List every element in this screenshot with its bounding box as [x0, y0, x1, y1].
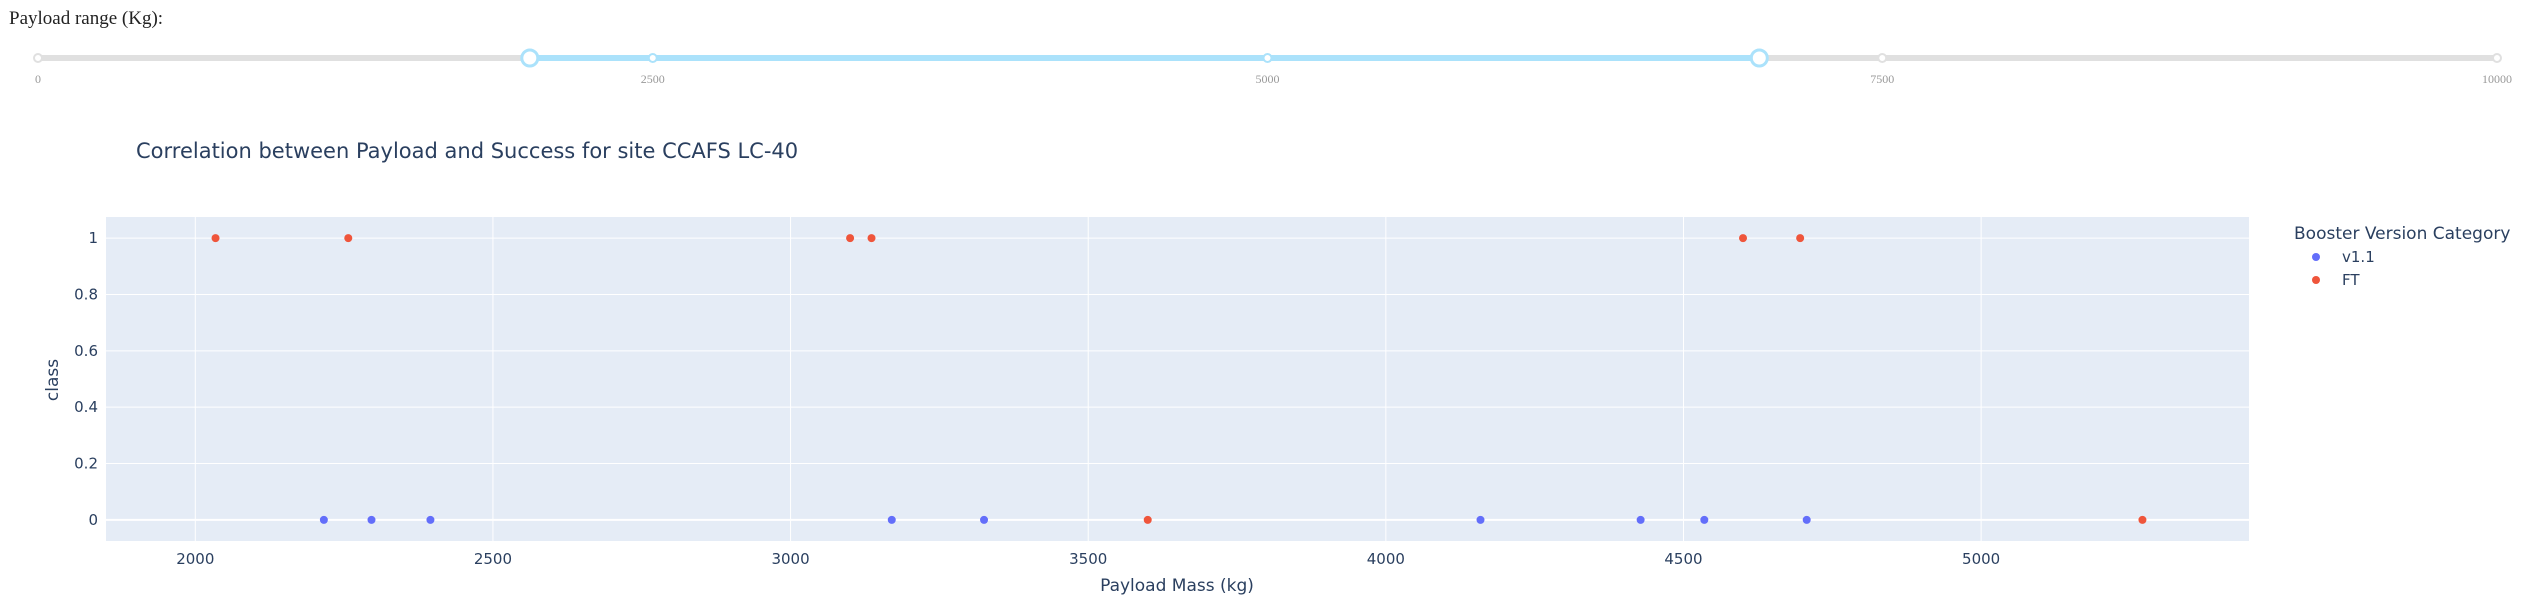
chart-title: Correlation between Payload and Success …: [136, 139, 798, 163]
legend-title: Booster Version Category: [2294, 224, 2510, 244]
data-point-ft: [846, 234, 855, 243]
x-tick-label: 4000: [1367, 550, 1405, 568]
data-point-v1-1: [1636, 515, 1645, 524]
data-point-v1-1: [1476, 515, 1485, 524]
data-point-v1-1: [1802, 515, 1811, 524]
plot-area: [106, 217, 2249, 541]
x-tick-label: 5000: [1962, 550, 2000, 568]
slider-handle-max[interactable]: [1749, 48, 1769, 68]
slider-mark-label: 7500: [1870, 72, 1894, 86]
y-tick-label: 0: [88, 511, 98, 529]
data-point-ft: [211, 234, 220, 243]
slider-mark-dot: [1877, 53, 1888, 63]
x-tick-label: 4500: [1664, 550, 1702, 568]
y-tick-label: 0.6: [74, 342, 98, 360]
y-tick-label: 0.8: [74, 285, 98, 303]
data-point-v1-1: [426, 515, 435, 524]
x-tick-label: 3000: [771, 550, 809, 568]
x-tick-label: 3500: [1069, 550, 1107, 568]
payload-range-slider[interactable]: 0 2500 5000 7500 10000: [0, 0, 2521, 100]
legend-marker-ft[interactable]: [2312, 276, 2320, 284]
data-point-ft: [2138, 515, 2147, 524]
data-point-v1-1: [367, 515, 376, 524]
data-point-ft: [1796, 234, 1805, 243]
y-tick-label: 0.4: [74, 398, 98, 416]
slider-mark-label: 5000: [1256, 72, 1280, 86]
x-axis-title: Payload Mass (kg): [1100, 576, 1254, 596]
data-point-ft: [1143, 515, 1152, 524]
legend-marker-v1-1[interactable]: [2312, 253, 2320, 261]
data-point-v1-1: [1700, 515, 1709, 524]
data-point-ft: [867, 234, 876, 243]
data-point-v1-1: [887, 515, 896, 524]
payload-range-label: Payload range (Kg):: [9, 8, 164, 29]
slider-mark-label: 0: [35, 72, 41, 86]
slider-mark-label: 10000: [2482, 72, 2512, 86]
slider-mark-dot: [647, 53, 658, 63]
slider-handle-min[interactable]: [520, 48, 540, 68]
legend-label[interactable]: v1.1: [2342, 248, 2375, 266]
x-tick-label: 2500: [474, 550, 512, 568]
legend-label[interactable]: FT: [2342, 271, 2360, 289]
y-axis-title: class: [43, 359, 63, 401]
data-point-ft: [1739, 234, 1748, 243]
data-point-v1-1: [319, 515, 328, 524]
y-tick-label: 0.2: [74, 455, 98, 473]
slider-mark-label: 2500: [641, 72, 665, 86]
slider-mark-dot: [33, 53, 43, 63]
slider-mark-dot: [2492, 53, 2502, 63]
slider-mark-dot: [1262, 53, 1273, 63]
data-point-ft: [344, 234, 353, 243]
y-tick-label: 1: [88, 229, 98, 247]
x-tick-label: 2000: [176, 550, 214, 568]
data-point-v1-1: [980, 515, 989, 524]
